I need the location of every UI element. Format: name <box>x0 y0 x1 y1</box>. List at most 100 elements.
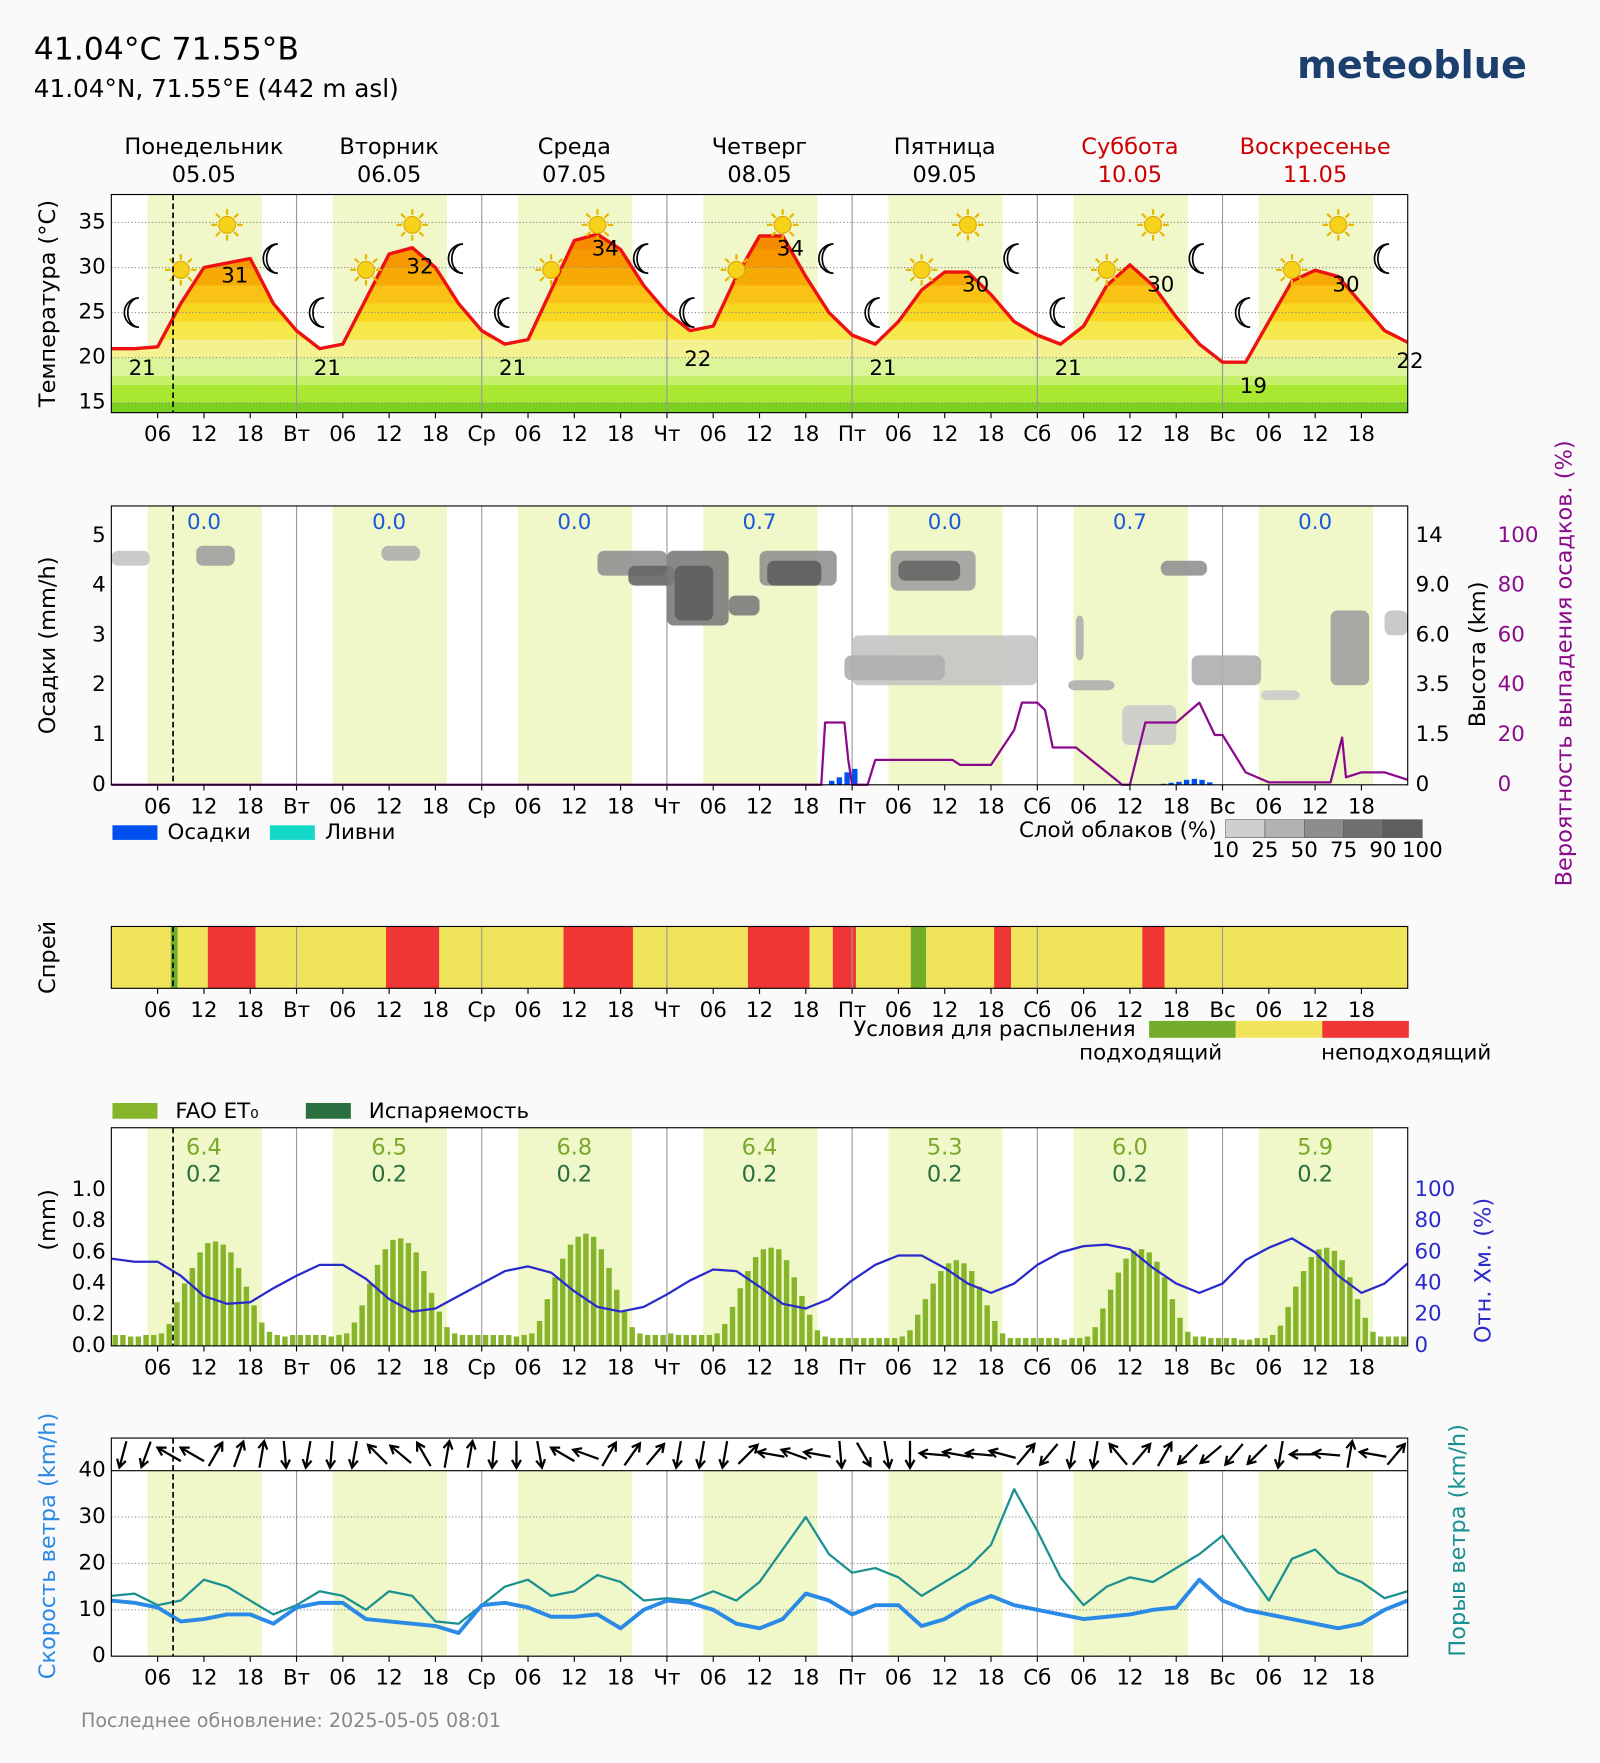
moon-icon <box>447 243 464 275</box>
et-bar <box>1331 1250 1338 1346</box>
et-bar <box>1215 1338 1222 1346</box>
et-bar <box>907 1330 913 1346</box>
day-date: 08.05 <box>727 162 791 188</box>
et-bar <box>999 1333 1006 1346</box>
sun-ray <box>1159 231 1165 237</box>
wind-arrow <box>801 1447 831 1459</box>
daily-et: 6.5 <box>371 1134 407 1160</box>
et-bar <box>305 1334 311 1346</box>
et-bar <box>181 1283 188 1346</box>
wind-arrow <box>1357 1447 1387 1459</box>
x-tick-label: 18 <box>977 998 1004 1023</box>
sun-ray <box>955 212 962 219</box>
plot-border <box>110 1437 1409 1657</box>
et-bar <box>860 1338 867 1346</box>
sun-disc <box>727 260 746 279</box>
precip-bar <box>1199 779 1205 785</box>
day-name: Среда <box>538 134 611 160</box>
sun-ray <box>927 257 934 264</box>
x-tick-label: 12 <box>190 422 217 447</box>
daily-et: 6.8 <box>556 1134 592 1160</box>
end-label: 22 <box>1396 349 1423 374</box>
y2-tick-label: 100 <box>1414 1177 1455 1202</box>
day-date: 10.05 <box>1098 162 1162 188</box>
spray-segment <box>855 926 911 989</box>
precip-bar <box>1168 782 1174 785</box>
x-tick-label: 12 <box>561 998 588 1023</box>
x-tick-label: 12 <box>1116 1355 1143 1380</box>
spray-segment <box>1011 926 1143 989</box>
spray-segment <box>1142 926 1165 989</box>
y-tick-label: 40 <box>79 1458 106 1483</box>
sun-disc <box>1329 215 1348 234</box>
x-tick-label: Вт <box>283 1666 310 1691</box>
sun-ray <box>354 276 360 282</box>
wind-arrow <box>347 1440 359 1470</box>
et-bar <box>1100 1308 1106 1346</box>
axis-title: Порыв ветра (km/h) <box>1445 1424 1471 1657</box>
sun-icon <box>1137 209 1169 241</box>
wind-arrow <box>987 1447 1016 1459</box>
x-tick-label: 06 <box>1255 422 1282 447</box>
spray-legend-swatch <box>1235 1020 1323 1038</box>
x-tick-label: 06 <box>144 998 171 1023</box>
x-tick-label: 18 <box>237 998 264 1023</box>
temperature-band <box>111 339 1408 358</box>
y-tick-label: 20 <box>79 1550 106 1575</box>
moon-icon <box>1003 243 1019 275</box>
wind-arrow <box>1287 1448 1318 1460</box>
et-bar <box>127 1336 134 1346</box>
et-bar <box>1192 1336 1199 1346</box>
x-tick-label: Вт <box>283 998 310 1023</box>
x-tick-label: Вс <box>1209 1666 1235 1691</box>
x-tick-label: 12 <box>561 422 588 447</box>
cloud-layer <box>1330 610 1370 686</box>
spray-legend-label: неподходящий <box>1321 1041 1491 1066</box>
et-bar <box>891 1338 898 1346</box>
x-tick-label: 06 <box>700 422 727 447</box>
wind-arrow <box>1156 1440 1173 1467</box>
x-tick-label: Ср <box>467 998 495 1023</box>
wind-arrow <box>737 1443 760 1465</box>
spray-legend-swatch <box>1322 1020 1409 1038</box>
et-bar <box>251 1305 257 1346</box>
et-bar <box>1254 1338 1260 1346</box>
daily-precip: 0.7 <box>1113 510 1147 535</box>
wind-arrow <box>207 1440 224 1467</box>
et-bar <box>845 1338 851 1346</box>
cloud-layer <box>1384 610 1408 636</box>
et-bar <box>205 1243 211 1346</box>
et-bar <box>1023 1338 1029 1346</box>
x-tick-label: 18 <box>792 422 819 447</box>
y3-tick-label: 20 <box>1498 722 1525 747</box>
x-tick-label: 18 <box>1348 1355 1375 1380</box>
et-bar <box>1385 1336 1392 1346</box>
x-tick-label: 12 <box>376 422 403 447</box>
speed-line <box>111 1577 1409 1635</box>
daily-et: 0.2 <box>742 1161 778 1187</box>
daily-et: 0.2 <box>371 1161 407 1187</box>
sun-ray <box>974 212 980 219</box>
x-tick-label: 06 <box>700 1355 727 1380</box>
et-bar <box>969 1271 975 1346</box>
et-bar <box>1154 1261 1160 1346</box>
daylight-band <box>1073 1127 1188 1346</box>
et-bar <box>189 1267 196 1346</box>
x-tick-label: Вс <box>1209 1355 1235 1380</box>
x-tick-label: 06 <box>1255 794 1282 819</box>
et-bar <box>1061 1339 1068 1346</box>
et-bar <box>822 1336 828 1346</box>
et-bar <box>1007 1338 1014 1346</box>
y2-tick-label: 80 <box>1414 1208 1441 1233</box>
et-bar <box>768 1247 774 1346</box>
daylight-band <box>888 1127 1003 1346</box>
et-bar <box>1123 1258 1129 1346</box>
et-bar <box>1231 1338 1237 1346</box>
et-bar <box>1393 1336 1399 1346</box>
x-tick-label: 18 <box>422 794 449 819</box>
x-tick-label: 18 <box>977 1355 1004 1380</box>
temperature-band <box>111 357 1408 376</box>
moon-icon <box>1373 243 1390 275</box>
et-bar <box>683 1334 689 1346</box>
x-tick-label: 12 <box>746 1355 773 1380</box>
